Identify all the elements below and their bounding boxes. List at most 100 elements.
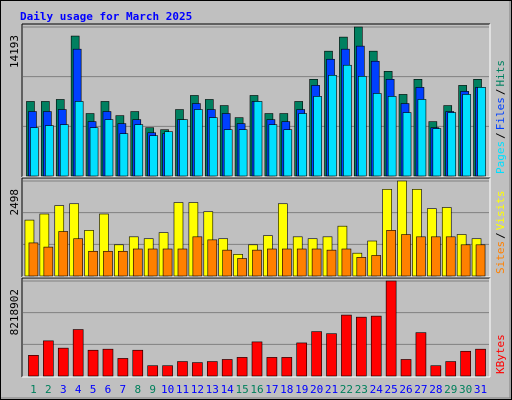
bar [236, 357, 248, 377]
bar [268, 124, 278, 177]
bar [177, 248, 188, 277]
legend-entry: KBytes [494, 334, 507, 374]
bar [132, 349, 144, 377]
bar [282, 248, 292, 277]
bar [475, 244, 486, 277]
bar [221, 359, 233, 377]
bar [341, 248, 352, 277]
bar [252, 249, 262, 277]
bar [385, 280, 397, 377]
bar [194, 109, 203, 177]
bar [72, 329, 84, 377]
bar [313, 96, 322, 177]
bar [343, 64, 352, 177]
bar [118, 250, 128, 277]
legend-entry: Files [494, 97, 507, 130]
bar [445, 236, 456, 277]
x-tick-label: 13 [206, 383, 219, 396]
bar [89, 127, 99, 177]
x-tick-label: 11 [176, 383, 189, 396]
bar [462, 94, 471, 177]
bar [266, 357, 278, 377]
bar [460, 350, 471, 377]
bar [238, 129, 248, 177]
bar [102, 348, 114, 377]
bar [30, 127, 39, 177]
bar [371, 255, 382, 277]
bar [417, 99, 427, 177]
bar [237, 258, 247, 277]
x-tick-label: 4 [75, 383, 82, 396]
x-tick-label: 30 [459, 383, 472, 396]
x-tick-label: 24 [370, 383, 384, 396]
bar [415, 332, 427, 377]
bar [192, 236, 203, 277]
bar [267, 248, 277, 277]
x-tick-label: 18 [280, 383, 293, 396]
bar [149, 135, 158, 177]
bar [162, 365, 173, 377]
bar [341, 314, 352, 377]
bar [358, 76, 367, 177]
bar [134, 124, 144, 177]
bar [431, 236, 441, 277]
bar [477, 87, 486, 177]
x-tick-label: 2 [45, 383, 52, 396]
bar [296, 342, 308, 377]
bar [326, 249, 337, 277]
x-tick-label: 8 [134, 383, 141, 396]
bar [192, 362, 203, 377]
bar [208, 117, 218, 177]
y-tick-label: 8218902 [8, 289, 21, 335]
bar [43, 340, 54, 377]
bar [281, 357, 293, 377]
bar [222, 249, 232, 277]
legend-separator: / [494, 132, 507, 139]
x-tick-label: 29 [444, 383, 457, 396]
bar [104, 119, 114, 177]
x-tick-label: 9 [149, 383, 156, 396]
x-tick-label: 3 [60, 383, 67, 396]
bar [119, 133, 129, 177]
bar [132, 248, 143, 277]
bar [179, 119, 188, 177]
bar [58, 231, 69, 277]
x-tick-label: 28 [429, 383, 442, 396]
y-tick-label: 14193 [8, 35, 21, 68]
x-tick-label: 22 [340, 383, 353, 396]
legend-separator: / [494, 89, 507, 96]
bar [311, 331, 322, 377]
legend: Pages/Files/Hits [494, 60, 507, 174]
bar [460, 244, 471, 277]
x-tick-label: 20 [310, 383, 323, 396]
x-tick-label: 12 [191, 383, 204, 396]
bar [73, 238, 83, 277]
bar [43, 246, 54, 277]
bar [386, 230, 396, 277]
bar [207, 239, 218, 277]
bar [45, 125, 54, 177]
bar [445, 361, 457, 377]
x-tick-label: 7 [120, 383, 127, 396]
x-tick-label: 31 [474, 383, 487, 396]
y-tick-label: 2498 [8, 189, 21, 216]
bar [147, 248, 158, 277]
bar [117, 358, 129, 377]
bar [28, 242, 39, 277]
legend-separator: / [494, 232, 507, 239]
bar [432, 128, 442, 177]
legend-entry: Pages [494, 141, 507, 174]
bar [372, 93, 382, 177]
x-tick-label: 5 [90, 383, 97, 396]
bar [475, 348, 486, 377]
legend-entry: Sites [494, 241, 507, 274]
legend: KBytes [494, 334, 507, 374]
bar [400, 359, 412, 377]
bar [59, 124, 69, 177]
x-tick-label: 21 [325, 383, 338, 396]
bar [177, 361, 188, 377]
bar [311, 248, 322, 277]
bar [430, 365, 442, 377]
x-tick-label: 16 [250, 383, 263, 396]
